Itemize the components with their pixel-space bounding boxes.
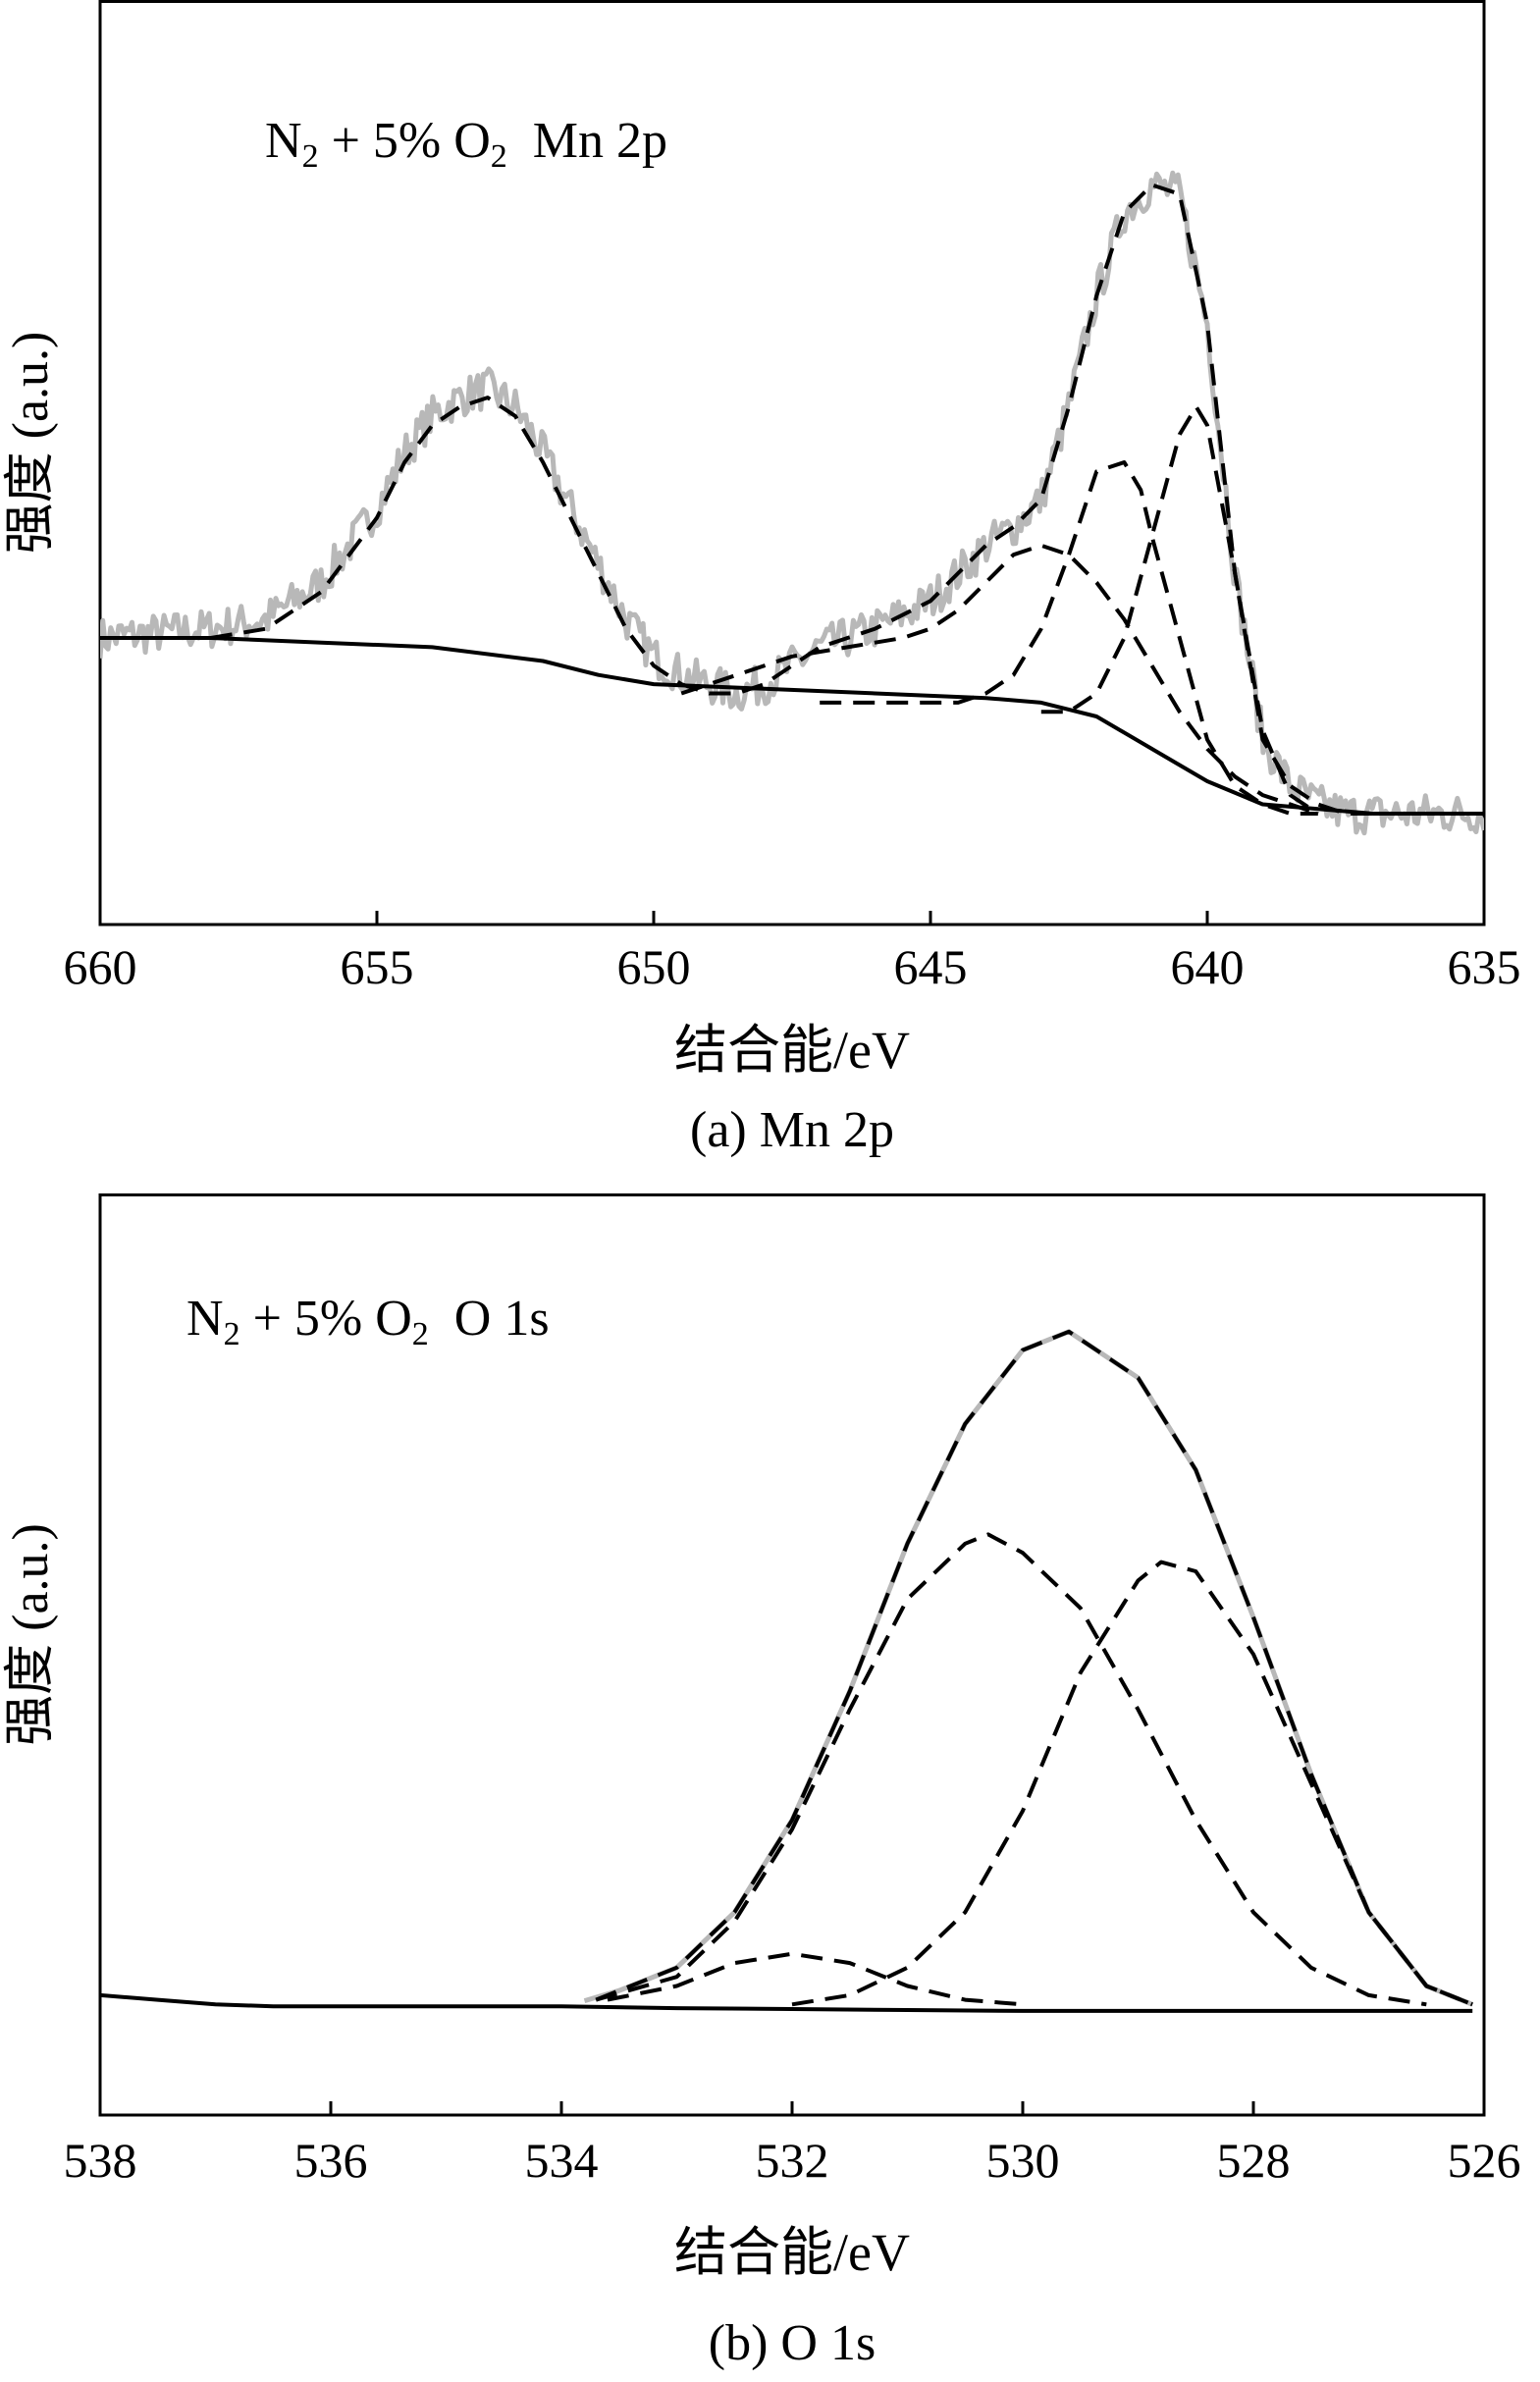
series-component-1: [680, 543, 1319, 816]
panel-caption: (a) Mn 2p: [690, 1102, 894, 1158]
x-tick-label: 635: [1448, 939, 1521, 994]
annotation-part-sub2: 2: [412, 1316, 429, 1352]
series-component-1: [595, 1532, 1427, 2007]
x-tick-label: 534: [525, 2133, 599, 2188]
series-measured: [583, 1329, 1474, 2007]
x-tick-label: 655: [341, 939, 414, 994]
series-background: [100, 1992, 1473, 2013]
x-tick-label: 532: [756, 2133, 829, 2188]
series-fit-envelope: [595, 1329, 1473, 2007]
y-axis-label: 强度 (a.u.): [3, 332, 59, 555]
chart-panel-b: 538 536 534 532 530 528 526 结合能/eV 强度 (a.u.) (b) …: [3, 1193, 1521, 2371]
panel-caption: (b) O 1s: [709, 2315, 876, 2371]
x-tick-label: 536: [294, 2133, 368, 2188]
annotation-part-tail: O 1s: [429, 1291, 550, 1347]
series-component-2: [820, 460, 1318, 816]
y-axis-label: 强度 (a.u.): [3, 1523, 59, 1746]
x-axis-label: 结合能/eV: [674, 1021, 910, 1080]
chart-panel-a: 660 655 650 645 640 635 结合能/eV 强度 (a.u.) (a) Mn …: [3, 0, 1521, 1158]
x-tick-label: 650: [617, 939, 691, 994]
x-tick-label: 640: [1171, 939, 1245, 994]
annotation-part-mid: + 5% O: [319, 113, 491, 169]
annotation-part-sub2: 2: [491, 138, 507, 175]
annotation-part-tail: Mn 2p: [507, 113, 667, 169]
sample-annotation: N2 + 5% O2 Mn 2p: [265, 113, 667, 175]
series-component-3: [1040, 404, 1319, 816]
series-component-2: [791, 1560, 1473, 2007]
series-background: [100, 636, 1484, 816]
x-tick-label: 538: [64, 2133, 137, 2188]
annotation-part-base: N: [186, 1291, 224, 1347]
x-tick-label: 660: [64, 939, 137, 994]
series-fit-envelope: [210, 183, 1374, 816]
series-component-3: [607, 1951, 1024, 2007]
annotation-part-sub1: 2: [302, 138, 319, 175]
sample-annotation: N2 + 5% O2 O 1s: [186, 1291, 550, 1352]
annotation-part-base: N: [265, 113, 302, 169]
x-tick-label: 528: [1217, 2133, 1291, 2188]
x-tick-label: 645: [894, 939, 968, 994]
series-measured: [100, 170, 1484, 836]
x-axis-label: 结合能/eV: [674, 2223, 910, 2282]
annotation-part-sub1: 2: [224, 1316, 240, 1352]
plot-frame: [98, 0, 1486, 926]
x-tick-label: 526: [1448, 2133, 1521, 2188]
x-tick-label: 530: [986, 2133, 1060, 2188]
annotation-part-mid: + 5% O: [240, 1291, 412, 1347]
